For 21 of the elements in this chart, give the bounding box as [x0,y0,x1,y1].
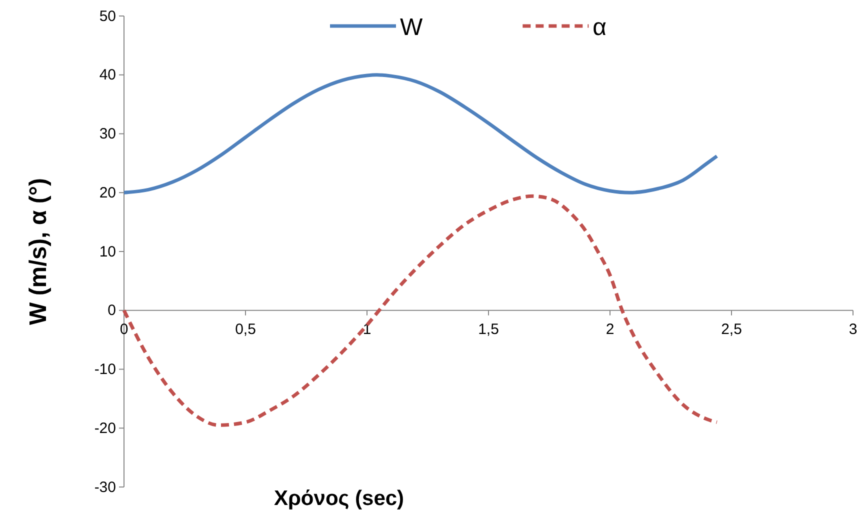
y-axis-title: W (m/s), α (°) [25,178,52,325]
y-tick-label: 10 [99,243,116,260]
y-tick-label: 20 [99,184,116,202]
x-tick-label: 2 [606,321,614,338]
x-tick-label: 0 [120,321,128,338]
x-tick-label: 1,5 [478,321,499,338]
line-series [122,73,719,194]
y-tick-label: 50 [99,8,116,25]
y-tick-label: -20 [94,420,116,437]
y-tick-label: 30 [99,126,116,143]
legend-label: α [592,14,607,41]
x-tick-label: 2,5 [721,321,742,338]
y-tick-label: -10 [94,361,116,378]
legend-label: W [400,14,423,41]
x-tick-label: 3 [848,321,857,338]
y-tick-label: -30 [94,478,116,496]
line-series [122,194,719,427]
x-axis-title: Χρόνος (sec) [274,487,404,510]
y-tick-label: 40 [99,66,116,84]
y-tick-label: 0 [108,302,116,320]
x-tick-label: 0,5 [235,321,256,338]
